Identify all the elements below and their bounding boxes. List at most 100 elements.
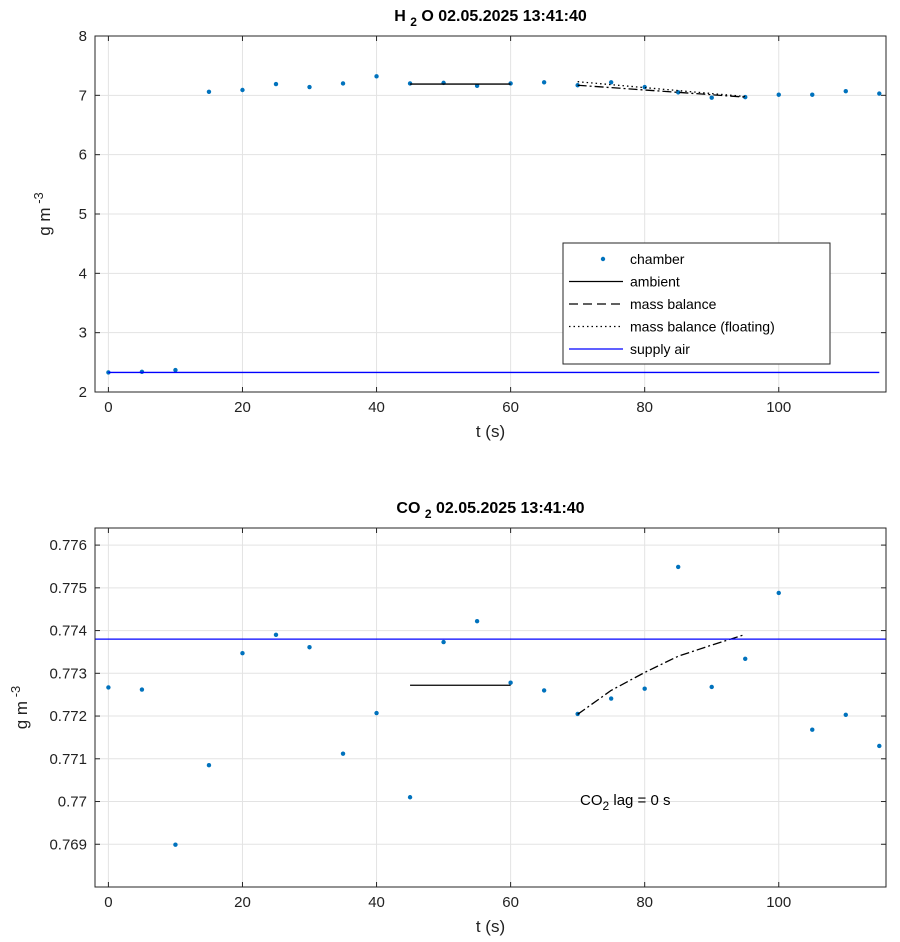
legend-box	[562, 242, 831, 365]
chamber-point	[642, 686, 647, 691]
chamber-point	[240, 651, 245, 656]
chamber-point	[240, 87, 245, 93]
chamber-point	[340, 81, 346, 86]
legend-sample-chamber	[600, 256, 606, 262]
x-axis-label: t (s)	[476, 917, 505, 936]
title-subscript: 2	[410, 15, 417, 29]
annotation-text: lag = 0 s	[609, 792, 670, 809]
plot-area	[95, 528, 886, 887]
chamber-point	[307, 645, 312, 650]
chamber-point	[776, 590, 781, 596]
chart-title: H 2 O 02.05.2025 13:41:40	[394, 8, 587, 29]
chamber-point	[642, 84, 647, 90]
x-tick-label: 60	[502, 894, 519, 911]
chamber-point	[843, 88, 848, 94]
chamber-point	[709, 684, 714, 690]
chamber-point	[843, 712, 848, 717]
chamber-point	[508, 680, 513, 685]
chamber-point	[273, 632, 279, 638]
annotation-species: CO	[580, 792, 603, 809]
y-tick-label: 0.775	[49, 580, 87, 597]
axes-2: 0 20 40 60 80 100 0.769 0.77 0.771 0.772 0.773 0.77…	[8, 500, 887, 936]
chamber-point	[106, 370, 111, 375]
title-species: CO	[396, 500, 424, 517]
chamber-point	[877, 743, 882, 749]
x-tick-label: 20	[234, 399, 251, 416]
chamber-point	[173, 367, 178, 373]
x-tick-label: 100	[766, 894, 791, 911]
y-tick-label: 0.774	[49, 623, 87, 640]
series-group	[106, 74, 882, 375]
axes-1: 0 20 40 60 80 100 2 3 4 5 6 7 8 t (s) g m -3 H 2 O 02.0…	[31, 8, 887, 441]
x-tick-label: 0	[104, 894, 112, 911]
chamber-point	[675, 564, 681, 570]
chamber-point	[776, 92, 781, 97]
x-tick-label: 40	[368, 894, 385, 911]
x-tick-label: 100	[766, 399, 791, 416]
chamber-point	[273, 81, 279, 87]
y-tick-label: 0.769	[49, 836, 87, 853]
chamber-point	[541, 80, 547, 85]
mass-balance-line	[577, 84, 746, 98]
chamber-point	[139, 687, 145, 692]
y-axis-label-exponent: -3	[31, 192, 46, 207]
y-tick-label: 0.772	[49, 708, 87, 725]
chamber-point	[474, 618, 480, 624]
x-tick-label: 0	[104, 399, 112, 416]
y-tick-label: 6	[79, 147, 87, 164]
legend-label-chamber: chamber	[630, 251, 685, 267]
chamber-point	[407, 795, 413, 800]
annotation-subscript: 2	[603, 799, 610, 813]
chamber-point	[743, 656, 748, 661]
chamber-point	[675, 90, 681, 95]
legend-label-mass-balance: mass balance	[630, 296, 717, 312]
y-tick-label: 5	[79, 206, 87, 223]
mass-balance-floating-line	[577, 81, 746, 98]
chamber-point	[374, 74, 379, 79]
chamber-point	[441, 639, 446, 645]
chart-title: CO 2 02.05.2025 13:41:40	[396, 500, 584, 521]
title-subscript: 2	[425, 507, 432, 521]
y-tick-label: 0.773	[49, 665, 87, 682]
mass-balance-line	[577, 633, 746, 715]
y-tick-label: 0.77	[58, 794, 87, 811]
x-tick-label: 80	[636, 894, 653, 911]
y-tick-label: 2	[79, 384, 87, 401]
chamber-point	[541, 688, 547, 693]
y-tick-label: 4	[79, 265, 87, 282]
x-tick-label: 80	[636, 399, 653, 416]
chamber-point	[877, 91, 882, 96]
chamber-point	[307, 84, 312, 90]
x-tick-label: 20	[234, 894, 251, 911]
legend-label-supply-air: supply air	[630, 341, 690, 357]
legend: chamber ambient mass balance mass balance (…	[562, 242, 831, 365]
y-tick-label: 0.776	[49, 537, 87, 554]
y-tick-label: 3	[79, 325, 87, 342]
x-tick-label: 60	[502, 399, 519, 416]
chamber-point	[106, 685, 111, 690]
chamber-point	[206, 89, 212, 94]
y-axis-label-unit: g m	[12, 701, 31, 729]
y-axis-label: g m -3	[8, 686, 31, 730]
chamber-point	[173, 842, 178, 847]
y-tick-label: 7	[79, 87, 87, 104]
chamber-point	[374, 710, 379, 716]
legend-label-ambient: ambient	[630, 274, 680, 290]
chamber-point	[810, 727, 815, 732]
chamber-point	[810, 92, 815, 97]
chamber-point	[474, 83, 480, 89]
series-group	[95, 564, 886, 847]
title-species: H	[394, 8, 410, 25]
title-timestamp: 02.05.2025 13:41:40	[432, 500, 585, 517]
title-timestamp: O 02.05.2025 13:41:40	[417, 8, 587, 25]
y-axis-label-exponent: -3	[8, 686, 23, 701]
legend-label-mass-balance-floating: mass balance (floating)	[630, 319, 775, 335]
chamber-point	[709, 95, 714, 100]
y-tick-label: 8	[79, 28, 87, 45]
chamber-point	[340, 751, 346, 756]
y-tick-label: 0.771	[49, 751, 87, 768]
axes-frame	[94, 527, 887, 888]
x-tick-label: 40	[368, 399, 385, 416]
chamber-point	[206, 762, 212, 768]
